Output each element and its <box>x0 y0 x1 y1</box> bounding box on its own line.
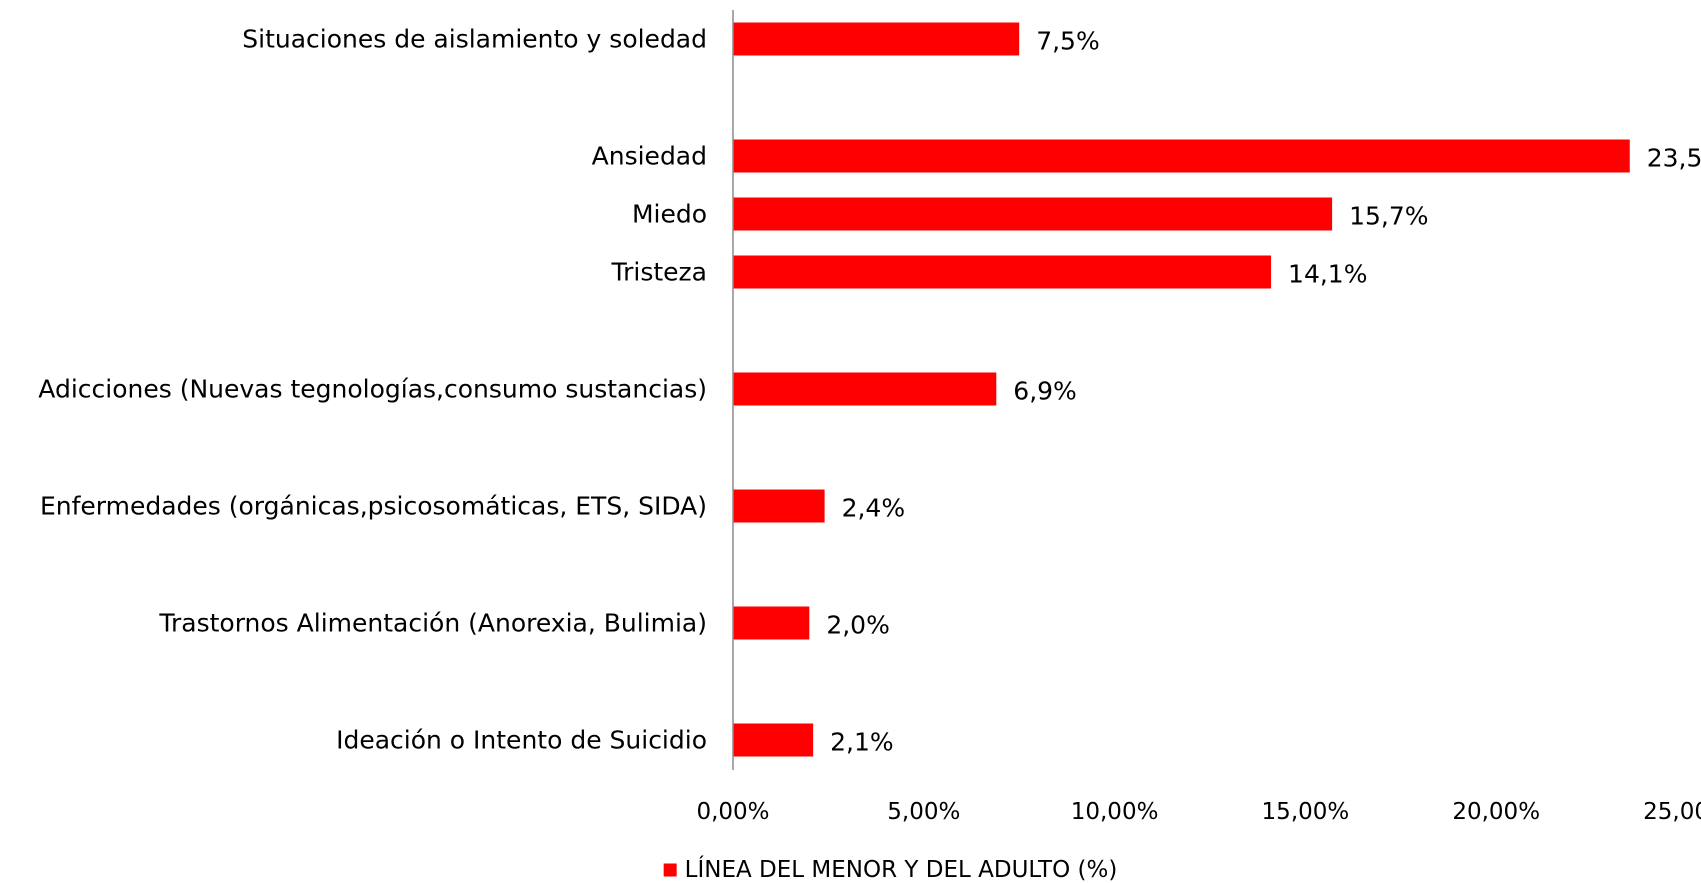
data-label: 14,1% <box>1288 260 1367 289</box>
data-label: 23,5% <box>1647 144 1701 173</box>
data-label: 6,9% <box>1013 377 1077 406</box>
bar <box>733 197 1333 231</box>
bar <box>733 372 997 406</box>
bar <box>733 723 814 757</box>
bar <box>733 139 1630 173</box>
legend-swatch <box>663 863 677 877</box>
category-label: Ansiedad <box>592 142 707 171</box>
bar <box>733 255 1272 289</box>
data-label: 2,1% <box>830 728 894 757</box>
legend: LÍNEA DEL MENOR Y DEL ADULTO (%) <box>663 855 1118 883</box>
data-label: 7,5% <box>1036 27 1100 56</box>
category-label: Miedo <box>632 200 707 229</box>
category-labels: Situaciones de aislamiento y soledad Ansi… <box>38 25 707 755</box>
data-label: 2,4% <box>842 494 906 523</box>
category-label: Tristeza <box>611 258 707 287</box>
x-tick-label: 0,00% <box>696 799 769 825</box>
bar <box>733 22 1020 56</box>
data-label: 15,7% <box>1349 202 1428 231</box>
category-label: Situaciones de aislamiento y soledad <box>242 25 707 54</box>
x-axis-tick-labels: 0,00% 5,00% 10,00% 15,00% 20,00% 25,00% <box>696 799 1701 825</box>
bar <box>733 606 810 640</box>
category-label: Ideación o Intento de Suicidio <box>336 726 707 755</box>
bars-group <box>733 22 1630 757</box>
category-label: Trastornos Alimentación (Anorexia, Bulim… <box>158 609 707 638</box>
x-tick-label: 10,00% <box>1071 799 1159 825</box>
legend-label: LÍNEA DEL MENOR Y DEL ADULTO (%) <box>685 855 1118 883</box>
data-label: 2,0% <box>826 611 890 640</box>
category-label: Adicciones (Nuevas tegnologías,consumo s… <box>38 375 707 404</box>
value-labels: 7,5% 23,5% 15,7% 14,1% 6,9% 2,4% 2,0% 2,1% <box>826 27 1701 757</box>
x-tick-label: 5,00% <box>887 799 960 825</box>
bar <box>733 489 825 523</box>
x-tick-label: 25,00% <box>1643 799 1701 825</box>
x-tick-label: 20,00% <box>1452 799 1540 825</box>
category-label: Enfermedades (orgánicas,psicosomáticas, … <box>40 492 707 521</box>
x-tick-label: 15,00% <box>1262 799 1350 825</box>
